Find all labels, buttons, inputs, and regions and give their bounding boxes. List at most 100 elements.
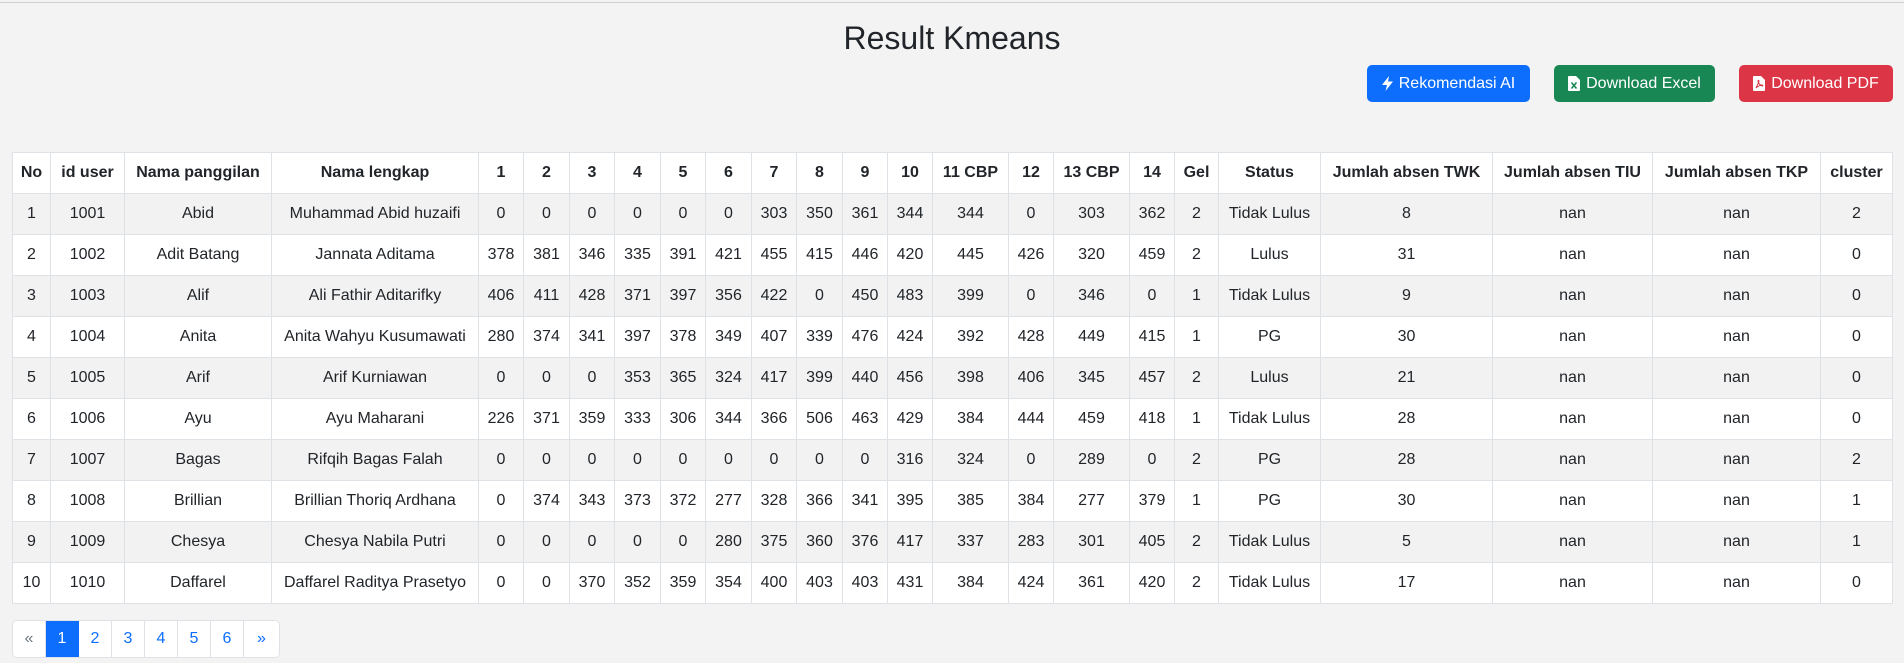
table-cell: 392 — [932, 316, 1009, 358]
table-cell: PG — [1218, 316, 1321, 358]
table-cell: 1004 — [50, 316, 125, 358]
table-cell: 1 — [1174, 316, 1219, 358]
table-cell: 0 — [1820, 234, 1893, 276]
pagination-next-button[interactable]: » — [244, 621, 279, 657]
table-cell: Adit Batang — [124, 234, 272, 276]
table-cell: 455 — [751, 234, 797, 276]
table-cell: 449 — [1053, 316, 1130, 358]
table-cell: nan — [1652, 480, 1821, 522]
table-cell: 379 — [1129, 480, 1175, 522]
table-cell: 407 — [751, 316, 797, 358]
table-cell: 346 — [569, 234, 615, 276]
table-cell: 0 — [1820, 398, 1893, 440]
table-cell: 2 — [1820, 439, 1893, 481]
table-cell: 384 — [932, 562, 1009, 604]
table-cell: Tidak Lulus — [1218, 193, 1321, 235]
table-cell: 344 — [705, 398, 752, 440]
column-header: 12 — [1008, 152, 1054, 194]
column-header: 1 — [478, 152, 524, 194]
table-cell: 0 — [569, 193, 615, 235]
table-cell: 366 — [751, 398, 797, 440]
download-pdf-button[interactable]: Download PDF — [1739, 65, 1893, 102]
table-cell: 375 — [751, 521, 797, 563]
table-cell: 31 — [1320, 234, 1493, 276]
pagination-page-1[interactable]: 1 — [46, 621, 79, 657]
table-cell: 6 — [12, 398, 51, 440]
table-cell: 349 — [705, 316, 752, 358]
table-cell: 398 — [932, 357, 1009, 399]
column-header: 10 — [887, 152, 933, 194]
lightning-icon — [1381, 76, 1393, 91]
table-cell: nan — [1492, 193, 1653, 235]
column-header: 2 — [523, 152, 570, 194]
table-cell: Rifqih Bagas Falah — [271, 439, 479, 481]
table-cell: 365 — [660, 357, 706, 399]
table-cell: 320 — [1053, 234, 1130, 276]
table-cell: 399 — [932, 275, 1009, 317]
pagination-page-2[interactable]: 2 — [79, 621, 112, 657]
table-cell: 0 — [523, 439, 570, 481]
table-cell: 2 — [1174, 562, 1219, 604]
table-cell: 8 — [1320, 193, 1493, 235]
pagination-page-3[interactable]: 3 — [112, 621, 145, 657]
table-cell: nan — [1652, 275, 1821, 317]
table-cell: 277 — [705, 480, 752, 522]
table-cell: 1002 — [50, 234, 125, 276]
table-row: 8 1008 Brillian Brillian Thoriq Ardhana 0 374… — [12, 480, 1893, 522]
file-excel-icon — [1568, 76, 1581, 91]
table-cell: 1 — [1174, 275, 1219, 317]
table-cell: 403 — [842, 562, 888, 604]
table-cell: 306 — [660, 398, 706, 440]
table-cell: 359 — [569, 398, 615, 440]
pagination-page-5[interactable]: 5 — [178, 621, 211, 657]
table-cell: 303 — [1053, 193, 1130, 235]
table-cell: 0 — [523, 562, 570, 604]
table-cell: 1 — [12, 193, 51, 235]
table-cell: nan — [1652, 562, 1821, 604]
table-cell: 346 — [1053, 275, 1130, 317]
table-cell: 428 — [1008, 316, 1054, 358]
pagination-page-4[interactable]: 4 — [145, 621, 178, 657]
table-cell: nan — [1652, 439, 1821, 481]
table-cell: 2 — [1174, 357, 1219, 399]
table-cell: 426 — [1008, 234, 1054, 276]
column-header: 5 — [660, 152, 706, 194]
table-cell: 337 — [932, 521, 1009, 563]
table-cell: 303 — [751, 193, 797, 235]
table-cell: 1010 — [50, 562, 125, 604]
table-cell: nan — [1652, 193, 1821, 235]
column-header: 6 — [705, 152, 752, 194]
table-cell: PG — [1218, 439, 1321, 481]
pagination-prev-button[interactable]: « — [13, 621, 46, 657]
table-row: 9 1009 Chesya Chesya Nabila Putri 0 0 0 0 0 280 37… — [12, 521, 1893, 563]
table-cell: Muhammad Abid huzaifi — [271, 193, 479, 235]
table-cell: 359 — [660, 562, 706, 604]
pagination: « 1 2 3 4 5 6 » — [12, 620, 280, 658]
table-cell: 0 — [523, 357, 570, 399]
table-cell: 301 — [1053, 521, 1130, 563]
column-header: Nama panggilan — [124, 152, 272, 194]
download-excel-button[interactable]: Download Excel — [1554, 65, 1715, 102]
table-cell: 371 — [614, 275, 661, 317]
table-cell: 0 — [614, 521, 661, 563]
table-cell: 1 — [1820, 480, 1893, 522]
table-cell: 344 — [932, 193, 1009, 235]
table-cell: 456 — [887, 357, 933, 399]
table-cell: nan — [1492, 398, 1653, 440]
table-cell: 0 — [478, 439, 524, 481]
table-cell: Alif — [124, 275, 272, 317]
table-cell: 352 — [614, 562, 661, 604]
table-cell: 283 — [1008, 521, 1054, 563]
table-cell: 0 — [1820, 562, 1893, 604]
table-row: 1 1001 Abid Muhammad Abid huzaifi 0 0 0 0 0 0 303 3… — [12, 193, 1893, 235]
table-cell: 0 — [796, 275, 843, 317]
pagination-page-6[interactable]: 6 — [211, 621, 244, 657]
table-cell: 366 — [796, 480, 843, 522]
table-cell: 391 — [660, 234, 706, 276]
table-cell: 385 — [932, 480, 1009, 522]
table-cell: 4 — [12, 316, 51, 358]
table-cell: Tidak Lulus — [1218, 521, 1321, 563]
rekomendasi-ai-button[interactable]: Rekomendasi AI — [1367, 65, 1530, 102]
table-cell: 0 — [1008, 439, 1054, 481]
table-cell: Brillian Thoriq Ardhana — [271, 480, 479, 522]
